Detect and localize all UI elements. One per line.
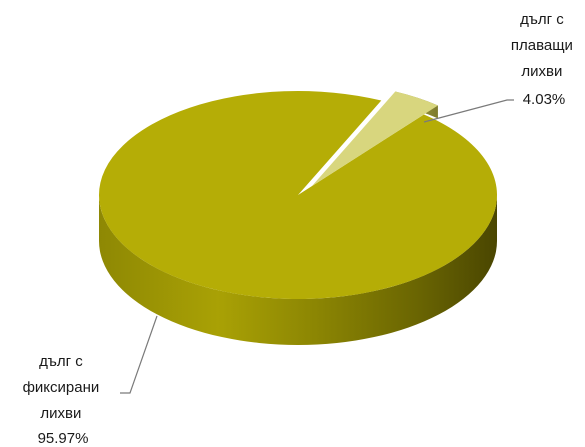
label-line: лихви: [40, 405, 81, 422]
pie-slice-fixed-rate: [99, 91, 498, 299]
label-line: плаващи: [511, 37, 573, 54]
slice-label-fixed-rate: дълг с фиксирани лихви 95.97%: [23, 315, 158, 447]
pie-slice-side-fixed-rate: [99, 195, 497, 345]
pie-slice-floating-rate: [312, 91, 438, 186]
leader-line-fixed-rate: [120, 315, 158, 394]
label-line: фиксирани: [23, 379, 100, 396]
data-labels: дълг с фиксирани лихви 95.97% дълг с пла…: [23, 11, 577, 447]
slice-value-label: 95.97%: [38, 430, 89, 447]
svg-text:дълг с плаващи: дълг с плаващи лихви 4.03%: [511, 11, 577, 108]
label-line: лихви: [521, 63, 562, 80]
label-line: дълг с: [39, 353, 83, 370]
svg-text:дълг с фиксирани: дълг с фиксирани лихви 95.97%: [23, 353, 104, 447]
label-line: дълг с: [520, 11, 564, 28]
slice-value-label: 4.03%: [523, 91, 566, 108]
pie-slices: [99, 91, 498, 345]
slice-label-floating-rate: дълг с плаващи лихви 4.03%: [423, 11, 577, 123]
leader-line-floating-rate: [423, 99, 514, 123]
